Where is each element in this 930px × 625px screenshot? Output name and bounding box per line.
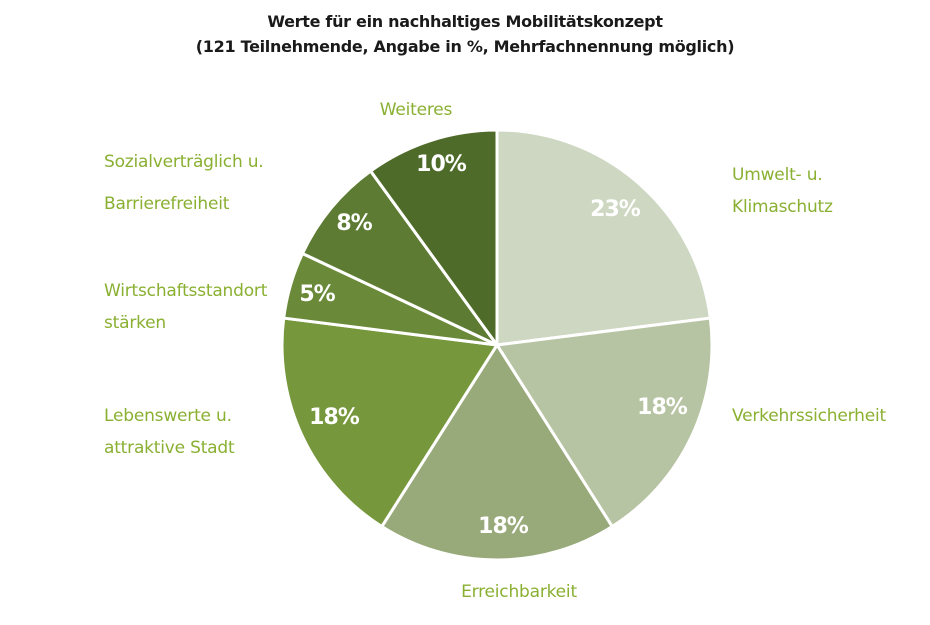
slice-category-label: Barrierefreiheit <box>104 194 230 214</box>
pie-slice <box>300 169 499 347</box>
pie-slice <box>495 128 712 347</box>
pie-slice <box>280 316 499 529</box>
slice-value-label: 18% <box>478 514 529 539</box>
slice-value-label: 5% <box>299 282 335 307</box>
slice-category-label: Weiteres <box>380 100 453 120</box>
slice-category-label: Sozialverträglich u. <box>104 152 264 172</box>
slice-value-label: 8% <box>336 211 372 236</box>
slice-category-label: Verkehrssicherheit <box>732 406 886 426</box>
slice-value-label: 18% <box>637 395 688 420</box>
pie-slice <box>380 343 614 562</box>
slice-category-label: Umwelt- u. <box>732 165 822 185</box>
slice-category-label: attraktive Stadt <box>104 438 235 458</box>
slice-category-label: Klimaschutz <box>732 197 833 217</box>
pie-slice <box>369 128 499 347</box>
slice-value-label: 10% <box>416 152 467 177</box>
slice-category-label: Erreichbarkeit <box>461 582 577 602</box>
slice-category-label: stärken <box>104 313 166 333</box>
slice-category-label: Wirtschaftsstandort <box>104 281 268 301</box>
slice-value-label: 18% <box>309 405 360 430</box>
slice-category-label: Lebenswerte u. <box>104 406 232 426</box>
slice-value-label: 23% <box>590 197 641 222</box>
chart-subtitle: (121 Teilnehmende, Angabe in %, Mehrfach… <box>195 37 735 56</box>
chart-title: Werte für ein nachhaltiges Mobilitätskon… <box>267 12 663 31</box>
pie-slice <box>495 316 714 529</box>
